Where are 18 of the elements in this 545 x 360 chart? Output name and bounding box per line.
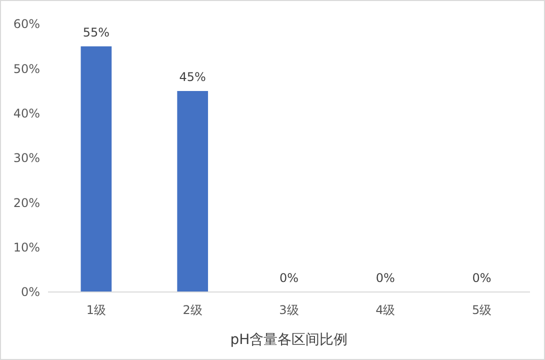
- y-tick-label: 40%: [13, 106, 40, 121]
- y-tick-label: 0%: [20, 285, 40, 300]
- data-label: 55%: [82, 25, 110, 40]
- x-tick-label: 1级: [86, 303, 106, 317]
- data-label: 0%: [279, 271, 299, 285]
- x-tick-label: 3级: [279, 303, 299, 317]
- y-tick-label: 60%: [13, 17, 40, 32]
- y-tick-label: 30%: [13, 151, 40, 166]
- x-axis-title: pH含量各区间比例: [230, 332, 348, 348]
- y-tick-label: 10%: [13, 240, 40, 255]
- data-label: 0%: [472, 271, 492, 285]
- x-tick-label: 4级: [376, 303, 396, 317]
- x-tick-label: 2级: [182, 303, 202, 317]
- data-label: 0%: [376, 271, 395, 285]
- y-tick-label: 50%: [13, 62, 40, 76]
- y-tick-label: 20%: [13, 196, 40, 210]
- data-label: 45%: [179, 70, 206, 84]
- x-tick-label: 5级: [472, 303, 492, 317]
